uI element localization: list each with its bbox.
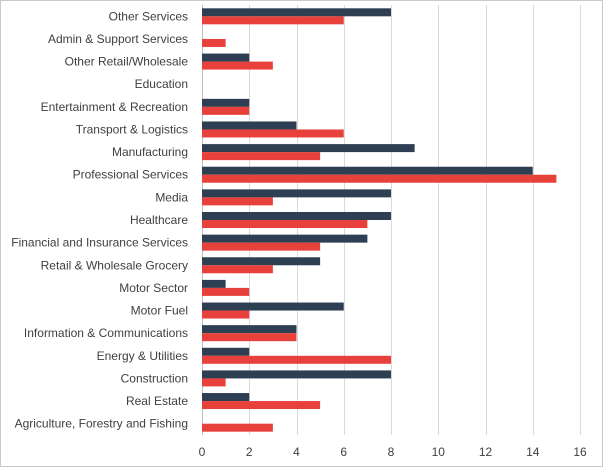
category-label: Manufacturing [112, 145, 188, 159]
bar-series-2 [202, 174, 557, 183]
bar-series-1 [202, 393, 250, 402]
category-label: Real Estate [126, 394, 188, 408]
category-label: Admin & Support Services [48, 32, 188, 46]
category-label: Financial and Insurance Services [11, 236, 188, 250]
bar-series-2 [202, 220, 368, 228]
bar-series-1 [202, 121, 297, 130]
bar-series-1 [202, 347, 250, 356]
bar-series-2 [202, 265, 273, 274]
category-label: Other Services [109, 9, 188, 23]
gridlines [202, 5, 581, 435]
bars [202, 8, 557, 432]
x-tick-label: 14 [526, 445, 540, 459]
bar-series-2 [202, 129, 344, 138]
bar-series-2 [202, 106, 250, 115]
bar-series-2 [202, 61, 273, 70]
bar-series-2 [202, 242, 321, 251]
bar-series-1 [202, 98, 250, 107]
category-label: Energy & Utilities [97, 349, 188, 363]
x-axis-tick-labels: 0 2 4 6 8 10 12 14 16 [199, 445, 587, 459]
bar-series-2 [202, 355, 391, 364]
x-tick-label: 16 [573, 445, 587, 459]
bar-series-1 [202, 370, 391, 379]
bar-series-2 [202, 152, 321, 161]
bar-series-1 [202, 166, 533, 175]
category-labels: Other Services Admin & Support Services Ot… [11, 9, 188, 430]
bar-series-1 [202, 8, 391, 17]
bar-series-1 [202, 234, 368, 243]
category-label: Construction [121, 371, 188, 385]
bar-series-2 [202, 38, 226, 47]
category-label: Retail & Wholesale Grocery [41, 258, 188, 272]
category-label: Media [155, 190, 188, 204]
bar-series-1 [202, 212, 391, 220]
x-tick-label: 2 [246, 445, 253, 459]
category-label: Transport & Logistics [76, 122, 188, 136]
bar-series-1 [202, 144, 415, 153]
x-tick-label: 4 [293, 445, 300, 459]
bar-series-1 [202, 302, 344, 311]
category-label: Education [135, 77, 188, 91]
category-label: Healthcare [130, 213, 188, 227]
category-label: Professional Services [73, 168, 188, 182]
bar-series-2 [202, 287, 250, 296]
bar-series-2 [202, 16, 344, 25]
bar-series-1 [202, 257, 321, 266]
x-tick-label: 12 [479, 445, 493, 459]
category-label: Entertainment & Recreation [41, 100, 188, 114]
x-tick-label: 10 [432, 445, 446, 459]
category-label: Information & Communications [24, 326, 188, 340]
bar-series-2 [202, 333, 297, 342]
bar-series-1 [202, 325, 297, 334]
category-label: Motor Fuel [131, 304, 188, 318]
bar-series-2 [202, 378, 226, 387]
x-tick-label: 8 [388, 445, 395, 459]
bar-series-1 [202, 189, 391, 198]
x-tick-label: 6 [340, 445, 347, 459]
bar-series-2 [202, 423, 273, 432]
category-label: Agriculture, Forestry and Fishing [15, 417, 188, 431]
bar-series-1 [202, 53, 250, 62]
category-label: Motor Sector [119, 281, 188, 295]
bar-series-2 [202, 197, 273, 206]
bar-series-2 [202, 310, 250, 319]
bar-series-2 [202, 401, 321, 410]
category-label: Other Retail/Wholesale [65, 55, 189, 69]
bar-series-1 [202, 279, 226, 288]
x-tick-label: 0 [199, 445, 206, 459]
